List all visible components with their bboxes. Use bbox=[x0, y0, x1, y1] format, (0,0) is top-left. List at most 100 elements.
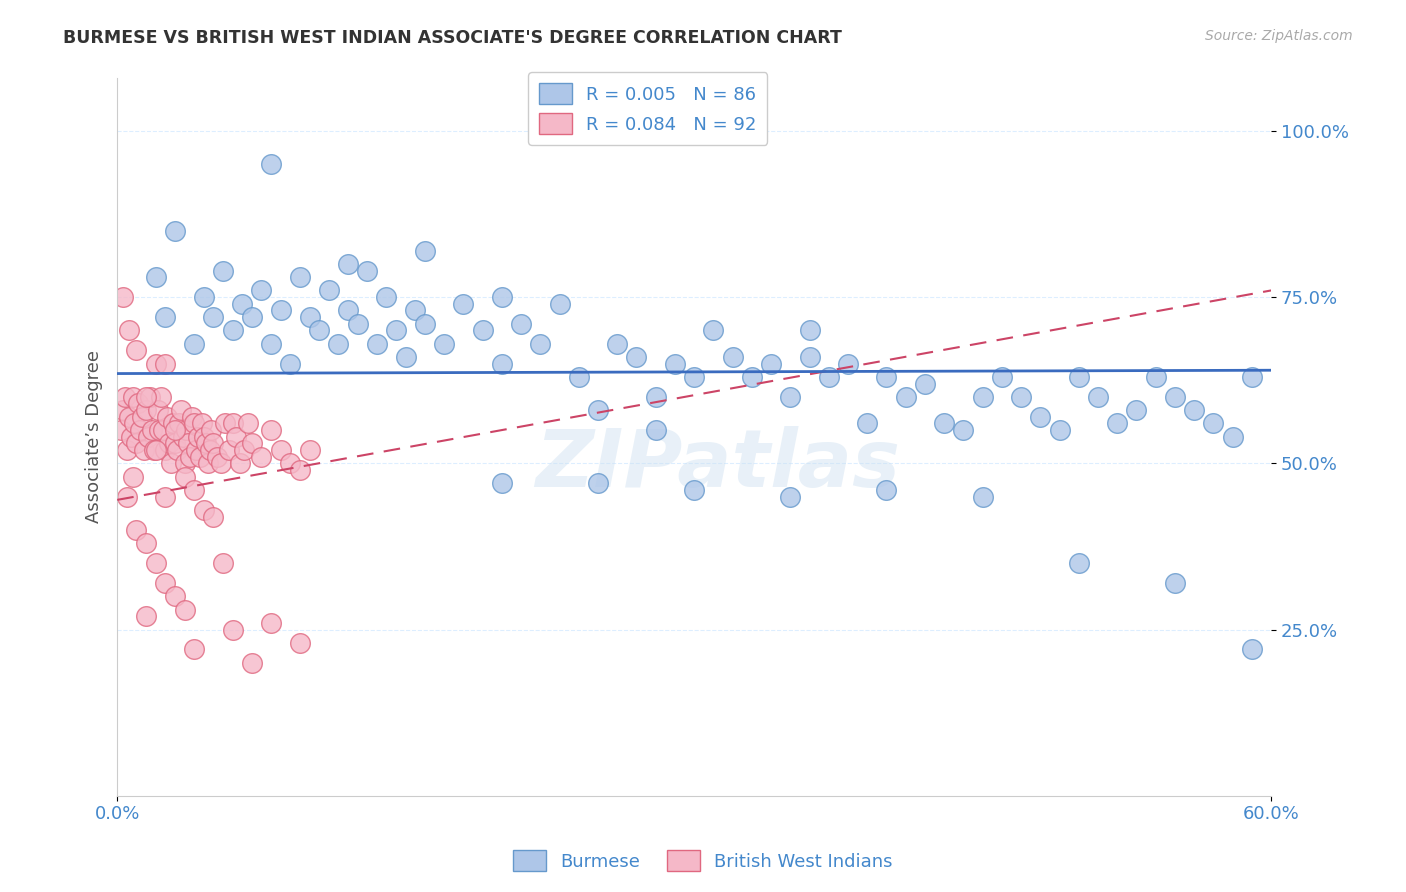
Point bbox=[683, 370, 706, 384]
Point bbox=[1067, 370, 1090, 384]
Point bbox=[240, 310, 263, 324]
Point bbox=[163, 224, 186, 238]
Point bbox=[183, 417, 205, 431]
Point bbox=[150, 390, 173, 404]
Point bbox=[110, 423, 132, 437]
Point bbox=[169, 403, 191, 417]
Point bbox=[155, 443, 177, 458]
Point bbox=[240, 436, 263, 450]
Point bbox=[644, 423, 666, 437]
Point bbox=[1182, 403, 1205, 417]
Point bbox=[155, 576, 177, 591]
Point bbox=[166, 443, 188, 458]
Point bbox=[157, 436, 180, 450]
Point bbox=[148, 423, 170, 437]
Point bbox=[1010, 390, 1032, 404]
Point bbox=[111, 403, 134, 417]
Point bbox=[145, 270, 167, 285]
Point bbox=[250, 450, 273, 464]
Legend: R = 0.005   N = 86, R = 0.084   N = 92: R = 0.005 N = 86, R = 0.084 N = 92 bbox=[529, 72, 768, 145]
Point bbox=[163, 589, 186, 603]
Point bbox=[779, 390, 801, 404]
Point bbox=[491, 357, 513, 371]
Point bbox=[135, 536, 157, 550]
Point bbox=[163, 423, 186, 437]
Point bbox=[124, 417, 146, 431]
Point bbox=[336, 303, 359, 318]
Point bbox=[214, 417, 236, 431]
Point bbox=[212, 556, 235, 570]
Point bbox=[1164, 576, 1187, 591]
Point bbox=[229, 456, 252, 470]
Point bbox=[114, 390, 136, 404]
Point bbox=[240, 656, 263, 670]
Point bbox=[127, 396, 149, 410]
Point bbox=[1222, 430, 1244, 444]
Point bbox=[155, 490, 177, 504]
Point bbox=[366, 336, 388, 351]
Point bbox=[413, 244, 436, 258]
Point bbox=[972, 490, 994, 504]
Point bbox=[188, 450, 211, 464]
Point bbox=[129, 423, 152, 437]
Point bbox=[260, 423, 283, 437]
Point bbox=[385, 323, 408, 337]
Point bbox=[799, 350, 821, 364]
Point bbox=[491, 290, 513, 304]
Point bbox=[125, 436, 148, 450]
Point bbox=[1029, 409, 1052, 424]
Point bbox=[135, 390, 157, 404]
Point bbox=[683, 483, 706, 497]
Point bbox=[1164, 390, 1187, 404]
Point bbox=[173, 602, 195, 616]
Point bbox=[894, 390, 917, 404]
Point bbox=[288, 270, 311, 285]
Legend: Burmese, British West Indians: Burmese, British West Indians bbox=[506, 843, 900, 879]
Point bbox=[131, 409, 153, 424]
Point bbox=[779, 490, 801, 504]
Point bbox=[205, 450, 228, 464]
Point bbox=[121, 469, 143, 483]
Point bbox=[471, 323, 494, 337]
Point bbox=[125, 523, 148, 537]
Point bbox=[644, 390, 666, 404]
Point bbox=[173, 469, 195, 483]
Point bbox=[991, 370, 1014, 384]
Point bbox=[586, 476, 609, 491]
Point bbox=[183, 642, 205, 657]
Point bbox=[453, 297, 475, 311]
Point bbox=[212, 263, 235, 277]
Point bbox=[162, 417, 184, 431]
Point bbox=[142, 443, 165, 458]
Point bbox=[135, 403, 157, 417]
Point bbox=[318, 284, 340, 298]
Point bbox=[972, 390, 994, 404]
Point bbox=[118, 323, 141, 337]
Point bbox=[135, 609, 157, 624]
Point bbox=[121, 390, 143, 404]
Point bbox=[856, 417, 879, 431]
Point bbox=[328, 336, 350, 351]
Point bbox=[817, 370, 839, 384]
Point bbox=[250, 284, 273, 298]
Point bbox=[336, 257, 359, 271]
Point bbox=[183, 483, 205, 497]
Point bbox=[952, 423, 974, 437]
Point bbox=[193, 503, 215, 517]
Point bbox=[152, 423, 174, 437]
Point bbox=[1107, 417, 1129, 431]
Point bbox=[1240, 370, 1263, 384]
Point bbox=[914, 376, 936, 391]
Point bbox=[1067, 556, 1090, 570]
Point bbox=[626, 350, 648, 364]
Text: BURMESE VS BRITISH WEST INDIAN ASSOCIATE'S DEGREE CORRELATION CHART: BURMESE VS BRITISH WEST INDIAN ASSOCIATE… bbox=[63, 29, 842, 46]
Point bbox=[1144, 370, 1167, 384]
Point bbox=[141, 423, 163, 437]
Point bbox=[193, 430, 215, 444]
Point bbox=[221, 323, 243, 337]
Point bbox=[183, 336, 205, 351]
Point bbox=[136, 430, 159, 444]
Point bbox=[491, 476, 513, 491]
Point bbox=[548, 297, 571, 311]
Point bbox=[875, 370, 897, 384]
